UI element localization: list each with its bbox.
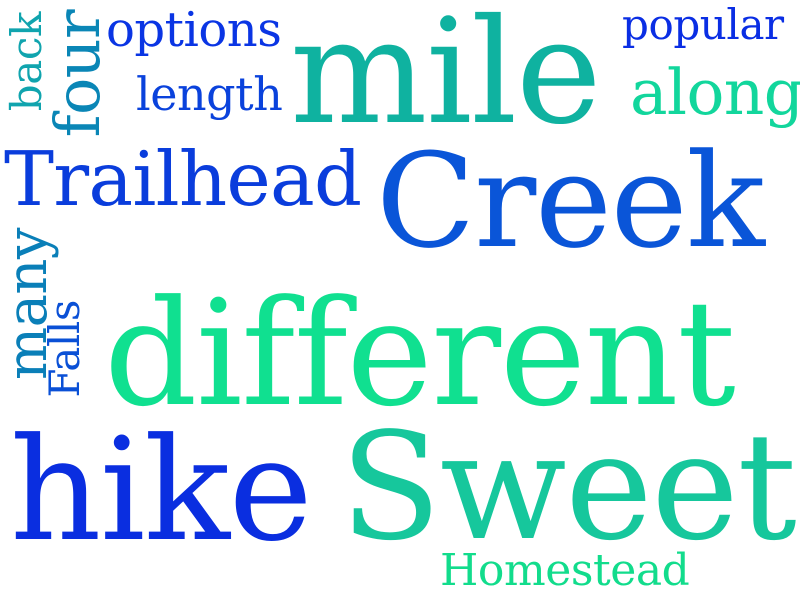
word-along: along [630, 56, 800, 129]
word-hike: hike [10, 408, 313, 573]
word-mile: mile [290, 0, 602, 157]
word-sweet: Sweet [340, 401, 797, 573]
word-four: four [41, 10, 114, 138]
word-homestead: Homestead [440, 545, 690, 596]
word-falls: Falls [40, 300, 89, 398]
word-options: options [106, 2, 282, 58]
word-different: different [104, 269, 736, 439]
word-trailhead: Trailhead [4, 135, 362, 223]
word-back: back [2, 12, 51, 112]
word-popular: popular [622, 0, 784, 49]
word-length: length [136, 67, 283, 121]
word-creek: Creek [376, 125, 765, 277]
